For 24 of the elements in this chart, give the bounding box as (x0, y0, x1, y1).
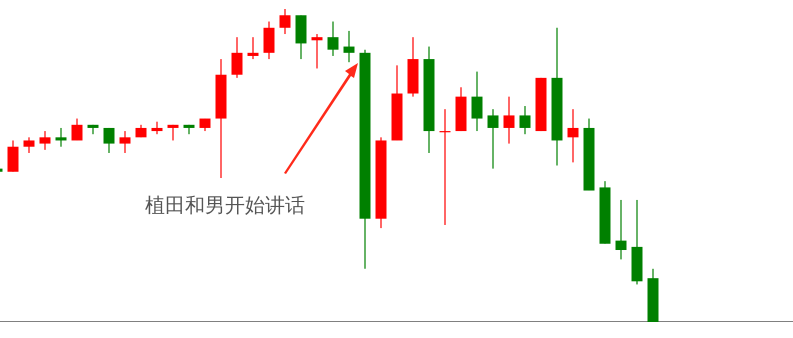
candlestick (200, 118, 210, 132)
candlestick (152, 121, 162, 135)
candlestick (440, 108, 450, 226)
candlestick (104, 127, 114, 154)
candlestick (136, 124, 146, 138)
candlestick (520, 105, 530, 135)
annotation: 植田和男开始讲话 (145, 193, 305, 217)
candlestick (280, 8, 290, 35)
candlestick (248, 36, 258, 60)
candlestick (120, 130, 130, 154)
candlestick (504, 96, 514, 144)
candlestick (472, 71, 482, 132)
candlestick (344, 30, 354, 63)
candlestick (488, 108, 498, 170)
candlestick (168, 124, 178, 142)
candlestick (312, 33, 322, 70)
candlestick (72, 118, 82, 142)
candlestick (40, 130, 50, 150)
candlestick (24, 136, 34, 154)
candlestick (232, 36, 242, 78)
candlestick (616, 199, 626, 260)
candlestick (56, 127, 66, 148)
candlestick (568, 108, 578, 163)
candlestick (328, 20, 338, 57)
